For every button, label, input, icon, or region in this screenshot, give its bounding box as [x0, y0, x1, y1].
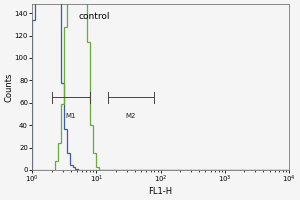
- Text: M1: M1: [66, 113, 76, 119]
- Text: control: control: [78, 12, 110, 21]
- Y-axis label: Counts: Counts: [4, 72, 13, 102]
- X-axis label: FL1-H: FL1-H: [148, 187, 172, 196]
- Text: M2: M2: [126, 113, 136, 119]
